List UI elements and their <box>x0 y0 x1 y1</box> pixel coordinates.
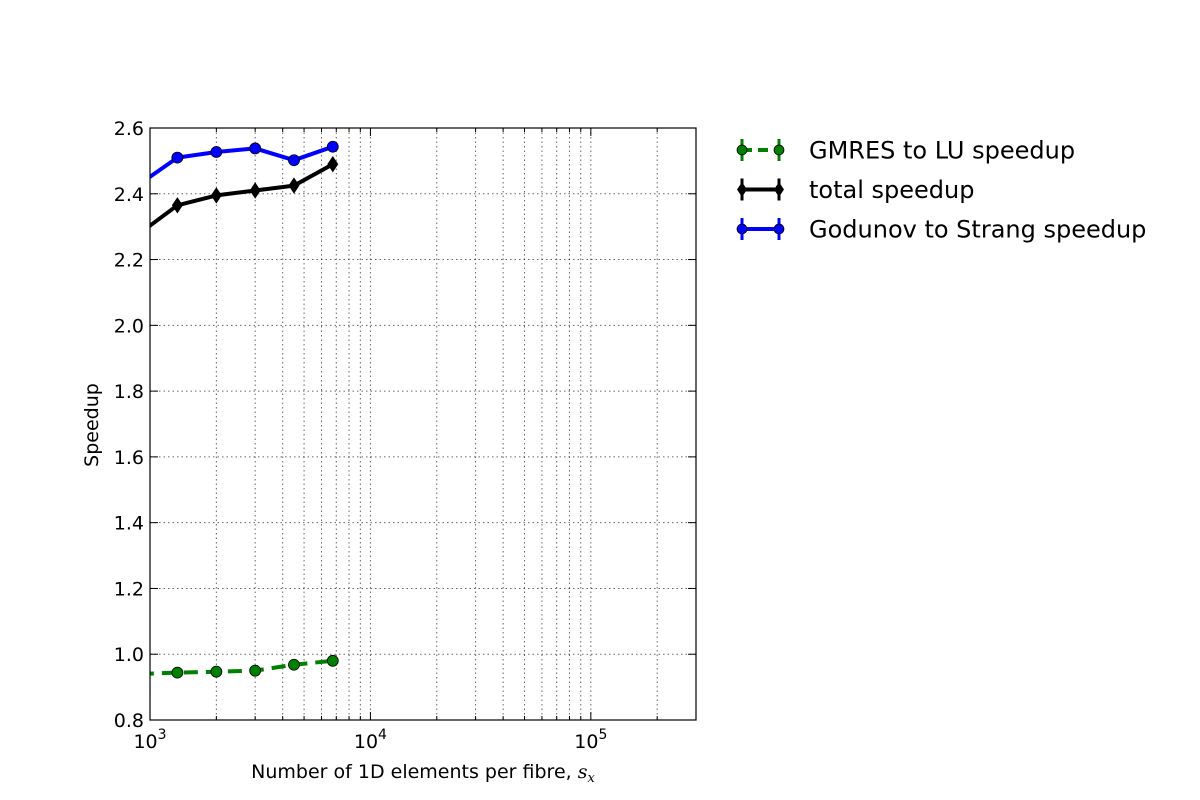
y-tick-label: 2.4 <box>114 184 144 206</box>
legend-marker <box>773 223 785 235</box>
y-tick-label: 1.2 <box>114 578 144 600</box>
data-point-gmres-to-lu-speedup <box>288 658 300 671</box>
legend-item-godunov-to-strang-speedup: Godunov to Strang speedup <box>736 216 1146 244</box>
x-axis-label-math: s <box>578 761 588 783</box>
data-point-godunov-to-strang-speedup <box>249 142 262 155</box>
x-tick-label-exponent: 3 <box>158 727 167 743</box>
legend-marker <box>736 144 748 156</box>
x-tick-label: 103 <box>133 727 166 753</box>
series-line-godunov-to-strang-speedup <box>150 144 334 180</box>
data-point-gmres-to-lu-speedup <box>210 665 223 678</box>
series-group <box>150 144 334 676</box>
y-tick-label: 2.2 <box>114 250 144 272</box>
y-tick-label: 1.0 <box>114 644 144 666</box>
x-tick-label: 104 <box>354 727 387 753</box>
legend-marker <box>774 182 784 197</box>
x-tick-label-exponent: 4 <box>378 727 387 743</box>
data-point-godunov-to-strang-speedup <box>326 140 339 153</box>
legend-label: GMRES to LU speedup <box>809 137 1075 165</box>
y-tick-label: 2.0 <box>114 315 144 337</box>
data-point-gmres-to-lu-speedup <box>171 666 184 679</box>
x-axis-label: Number of 1D elements per fibre, sx <box>251 761 595 786</box>
grid <box>150 128 696 720</box>
data-point-godunov-to-strang-speedup <box>171 151 184 164</box>
ticks <box>149 127 697 721</box>
x-axis-label-math-sub: x <box>587 771 595 786</box>
data-point-total-speedup <box>171 197 183 214</box>
x-tick-label-base: 10 <box>133 731 157 753</box>
marker-group <box>171 140 339 679</box>
legend-item-gmres-to-lu-speedup: GMRES to LU speedup <box>736 137 1075 165</box>
y-tick-label: 1.4 <box>114 513 144 535</box>
data-point-gmres-to-lu-speedup <box>249 664 262 677</box>
x-tick-label: 105 <box>574 727 607 753</box>
legend-marker <box>773 144 785 156</box>
legend-marker <box>736 223 748 235</box>
data-point-gmres-to-lu-speedup <box>326 654 339 667</box>
y-tick-label: 1.8 <box>114 381 144 403</box>
x-tick-label-base: 10 <box>354 731 378 753</box>
plot-frame <box>149 127 697 721</box>
y-axis-label: Speedup <box>81 383 103 467</box>
series-line-total-speedup <box>150 162 334 229</box>
x-axis-label-text: Number of 1D elements per fibre, <box>251 761 578 783</box>
y-tick-label: 0.8 <box>114 710 144 732</box>
data-point-total-speedup <box>327 155 339 173</box>
data-point-total-speedup <box>210 187 222 204</box>
x-tick-label-base: 10 <box>574 731 598 753</box>
legend: GMRES to LU speedup total speedup Godunov … <box>736 137 1146 244</box>
y-tick-label: 1.6 <box>114 447 144 469</box>
data-point-godunov-to-strang-speedup <box>288 154 300 167</box>
legend-marker <box>737 182 747 197</box>
legend-item-total-speedup: total speedup <box>737 176 974 204</box>
y-tick-label: 2.6 <box>114 118 144 140</box>
legend-label: total speedup <box>809 176 974 204</box>
legend-label: Godunov to Strang speedup <box>809 216 1146 244</box>
series-line-gmres-to-lu-speedup <box>150 658 334 676</box>
x-tick-label-exponent: 5 <box>598 727 607 743</box>
data-point-godunov-to-strang-speedup <box>210 146 223 158</box>
data-point-total-speedup <box>249 182 261 199</box>
data-point-total-speedup <box>288 177 300 194</box>
